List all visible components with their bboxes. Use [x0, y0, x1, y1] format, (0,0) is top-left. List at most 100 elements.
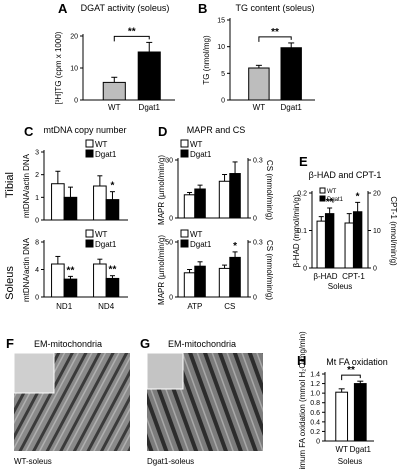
panel-letter-g: G [140, 336, 150, 351]
legend-d-soleus-swatch-wt [180, 229, 189, 238]
x-tick-label-d-soleus-1: CS [224, 302, 235, 311]
legend-d-tibial-swatch-wt [180, 139, 189, 148]
y-tick-label-h: 1.4 [310, 372, 320, 379]
x-tick-label-a-0: WT [108, 103, 121, 112]
y-tick-label-c-tibial: 2 [35, 172, 39, 179]
em-caption-wt: WT-soleus [14, 457, 52, 466]
y-tick-label-h: 1.2 [310, 381, 320, 388]
bar-c-tibial-1-0 [93, 185, 107, 221]
legend-c-soleus-label-dgat1: Dgat1 [95, 240, 117, 249]
bar-c-soleus-0-0 [51, 263, 65, 298]
significance-label-a: ** [128, 26, 136, 37]
bar-h-0 [335, 391, 349, 442]
x-axis-label-h: Soleus [338, 457, 362, 466]
y-tick-label-a: 0 [74, 98, 78, 105]
x-tick-label-e-0: β-HAD [313, 272, 337, 281]
legend-d-soleus-label-dgat1: Dgat1 [190, 240, 212, 249]
y-axis-label-right-d-tibial: CS (mmol/min/g) [265, 160, 274, 220]
legend-e-label-dgat1: Dgat1 [327, 197, 344, 203]
em-panel-g: G EM-mitochondria Dgat1-soleus [140, 336, 263, 466]
bar-c-soleus-1-0 [93, 263, 107, 298]
em-panel-f: F EM-mitochondria WT-soleus [6, 336, 130, 466]
y-tick-label-h: 0.4 [310, 419, 320, 426]
legend-c-tibial-label-wt: WT [95, 140, 108, 149]
bar-e-0-0 [316, 220, 326, 269]
x-tick-label-e-1: CPT-1 [342, 272, 365, 281]
legend-d-tibial-label-wt: WT [190, 140, 203, 149]
bar-c-tibial-1-1 [105, 199, 120, 221]
x-tick-label-b-0: WT [253, 103, 266, 112]
y-tick-label-c-soleus: 4 [35, 267, 39, 274]
significance-bracket-b [258, 36, 292, 42]
significance-bracket-a [113, 35, 150, 42]
y-tick-label-a: 20 [70, 34, 78, 41]
significance-label-e-0: ** [326, 197, 334, 208]
bar-e-1-0 [344, 222, 354, 269]
y-tick-label-d-soleus: 0 [169, 295, 173, 302]
y-axis-label-right-e: CPT-1 (nmol/min/g) [389, 196, 398, 266]
legend-d-soleus-swatch-dgat1 [180, 239, 189, 248]
y-tick-label-c-soleus: 0 [35, 295, 39, 302]
y-tick-label-right-d-soleus: 0.3 [253, 240, 263, 247]
x-tick-label-d-soleus-0: ATP [187, 302, 202, 311]
y-axis-label-right-d-soleus: CS (mmol/min/g) [265, 240, 274, 300]
y-tick-label-d-tibial: 0 [169, 216, 173, 223]
significance-label-e-1: * [356, 191, 360, 202]
y-tick-label-c-soleus: 8 [35, 240, 39, 247]
y-tick-label-b: 0 [221, 98, 225, 105]
y-tick-label-right-d-soleus: 0 [253, 295, 257, 302]
y-axis-label-e: β-HAD (mmol/min/g) [292, 194, 301, 267]
chart-title-e: β-HAD and CPT-1 [309, 170, 382, 180]
legend-e-label-wt: WT [327, 189, 337, 195]
em-inset-dgat1 [146, 352, 184, 390]
y-tick-label-right-e: 20 [373, 191, 381, 198]
y-tick-label-right-e: 10 [373, 228, 381, 235]
legend-d-soleus-label-wt: WT [190, 230, 203, 239]
legend-c-tibial-swatch-dgat1 [85, 149, 94, 158]
legend-c-soleus-swatch-dgat1 [85, 239, 94, 248]
y-axis-label-b: TG (nmol/mg) [202, 35, 211, 85]
chart-title-h: Mt FA oxidation [326, 357, 388, 367]
y-axis-label-c-soleus: mtDNA/actin DNA [22, 237, 31, 302]
bar-d-soleus-1-0 [218, 267, 231, 298]
panel-letter-c-tibial: C [24, 124, 34, 139]
bar-c-soleus-0-1 [63, 278, 78, 298]
significance-label-b: ** [271, 27, 279, 38]
chart-title-b: TG content (soleus) [235, 3, 314, 13]
significance-label-d-soleus-1: * [233, 241, 237, 252]
y-tick-label-b: 5 [221, 71, 225, 78]
y-axis-label-a: [³H]TG (cpm x 1000) [54, 31, 63, 104]
group-label-soleus: Soleus [4, 266, 16, 300]
chart-title-a: DGAT activity (soleus) [81, 3, 170, 13]
x-tick-label-c-soleus-0: ND1 [56, 302, 73, 311]
panel-letter-a: A [58, 1, 68, 16]
legend-d-tibial-label-dgat1: Dgat1 [190, 150, 212, 159]
legend-e-swatch-dgat1 [319, 195, 326, 202]
bar-d-tibial-1-1 [229, 173, 241, 219]
y-tick-label-h: 0.8 [310, 400, 320, 407]
y-axis-label-d-soleus: MAPR (µmol/min/g) [157, 235, 166, 305]
panel-letter-d-tibial: D [158, 124, 167, 139]
y-tick-label-e: 0.2 [297, 191, 307, 198]
x-axis-label-e: Soleus [328, 282, 352, 291]
x-tick-label-h-0: WT [335, 445, 348, 454]
bar-d-tibial-0-1 [194, 188, 206, 219]
bar-e-0-1 [324, 213, 335, 269]
y-tick-label-a: 10 [70, 66, 78, 73]
y-tick-label-c-tibial: 0 [35, 218, 39, 225]
y-tick-label-d-tibial: 30 [165, 158, 173, 165]
y-tick-label-right-d-tibial: 0 [253, 216, 257, 223]
y-axis-label-d-tibial: MAPR (µmol/min/g) [157, 155, 166, 225]
y-tick-label-e: 0 [303, 266, 307, 273]
bar-a-1 [137, 51, 161, 101]
x-tick-label-b-1: Dgat1 [281, 103, 303, 112]
y-tick-label-d-soleus: 50 [165, 240, 173, 247]
bar-d-soleus-1-1 [229, 256, 241, 298]
bar-c-tibial-0-1 [63, 196, 78, 221]
chart-title-c-tibial: mtDNA copy number [43, 125, 126, 135]
bar-e-1-1 [352, 211, 363, 269]
bar-c-tibial-0-0 [51, 183, 65, 221]
y-tick-label-h: 0.6 [310, 410, 320, 417]
y-tick-label-right-d-tibial: 0.3 [253, 158, 263, 165]
